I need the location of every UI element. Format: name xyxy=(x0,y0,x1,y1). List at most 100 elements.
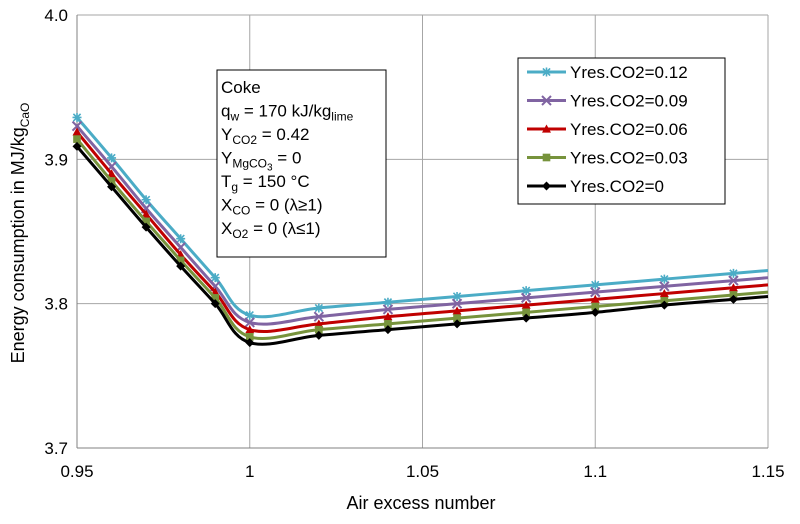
data-point xyxy=(521,300,531,309)
annotation-subscript: lime xyxy=(331,110,353,124)
data-point xyxy=(383,325,393,335)
legend-label: Yres.CO2=0.03 xyxy=(570,149,688,168)
x-tick-label: 0.95 xyxy=(60,462,93,481)
legend-marker xyxy=(542,181,551,191)
y-tick-label: 3.7 xyxy=(44,439,68,458)
annotation-subscript: O2 xyxy=(232,227,248,241)
data-point xyxy=(383,297,393,307)
data-point xyxy=(211,294,220,302)
annotation-text: Y xyxy=(221,149,232,168)
data-point xyxy=(314,330,324,340)
annotation-line: XO2 = 0 (λ≤1) xyxy=(221,219,321,241)
data-point xyxy=(73,135,81,143)
legend-label: Yres.CO2=0.12 xyxy=(570,63,688,82)
x-tick-label: 1.1 xyxy=(583,462,607,481)
annotation-subscript: CO2 xyxy=(232,133,257,147)
data-point xyxy=(107,169,117,178)
data-point xyxy=(728,283,738,292)
data-point xyxy=(591,302,600,311)
data-point xyxy=(452,319,462,329)
annotation-text: = 170 kJ/kg xyxy=(239,102,331,121)
data-point xyxy=(590,307,600,317)
series-2 xyxy=(72,127,769,334)
y-tick-label: 3.9 xyxy=(44,150,68,169)
data-point xyxy=(382,304,394,315)
annotation-text: Coke xyxy=(221,78,261,97)
data-point xyxy=(728,268,738,278)
legend-entry-4: Yres.CO2=0 xyxy=(527,177,664,196)
legend-marker xyxy=(542,153,551,162)
annotation-text: X xyxy=(221,196,232,215)
series-line xyxy=(75,125,769,326)
data-point xyxy=(141,222,151,232)
legend-marker xyxy=(542,124,551,133)
data-point xyxy=(176,256,185,265)
legend-label: Yres.CO2=0 xyxy=(570,177,664,196)
series-line xyxy=(75,116,769,319)
legend-entry-0: Yres.CO2=0.12 xyxy=(527,63,688,82)
series-layer xyxy=(71,112,769,348)
annotation-subscript: g xyxy=(231,180,238,194)
series-line xyxy=(75,138,769,341)
annotation-line: XCO = 0 (λ≥1) xyxy=(221,196,323,218)
x-tick-label: 1.15 xyxy=(751,462,784,481)
data-point xyxy=(107,182,117,192)
data-point xyxy=(176,261,186,271)
data-point xyxy=(210,273,220,283)
data-point xyxy=(107,153,117,163)
data-point xyxy=(141,209,151,218)
annotation-line: Tg = 150 °C xyxy=(221,172,310,194)
legend-frame xyxy=(517,57,726,205)
y-tick-label: 3.8 xyxy=(44,295,68,314)
data-point xyxy=(659,274,669,284)
y-tick-label: 4.0 xyxy=(44,6,68,25)
data-point xyxy=(451,298,463,309)
data-point xyxy=(313,311,325,322)
data-point xyxy=(210,299,220,309)
data-point xyxy=(384,320,392,328)
annotation-subscript: w xyxy=(229,110,239,124)
data-point xyxy=(521,313,531,323)
annotation-text: = 0 (λ≥1) xyxy=(250,196,322,215)
annotation-text: = 0 (λ≤1) xyxy=(248,219,320,238)
data-point xyxy=(728,294,738,304)
data-point xyxy=(107,177,116,185)
series-line xyxy=(75,130,769,333)
annotation-subscript: MgCO xyxy=(232,157,267,171)
annotation-text: T xyxy=(221,172,231,191)
data-point xyxy=(315,325,323,334)
data-point xyxy=(71,120,83,132)
data-point xyxy=(590,286,601,298)
data-point xyxy=(659,289,669,298)
annotation-line: Coke xyxy=(221,78,261,97)
legend-marker xyxy=(542,67,551,77)
legend-label: Yres.CO2=0.06 xyxy=(570,120,688,139)
data-point xyxy=(176,234,186,244)
legend-label: Yres.CO2=0.09 xyxy=(570,92,688,111)
annotation-text: = 0.42 xyxy=(257,125,309,144)
x-tick-label: 1.05 xyxy=(406,462,439,481)
data-point xyxy=(728,275,739,286)
data-point xyxy=(72,141,82,151)
annotation-line: qw = 170 kJ/kglime xyxy=(221,102,354,124)
data-point xyxy=(590,280,600,290)
annotation-subscript: CO xyxy=(232,204,250,218)
data-point xyxy=(245,338,255,348)
y-axis-title: Energy consumption in MJ/kgCaO xyxy=(8,103,32,364)
annotation-text: q xyxy=(221,102,230,121)
data-point xyxy=(72,127,82,136)
data-point xyxy=(659,281,670,292)
data-point xyxy=(314,303,324,313)
data-point xyxy=(244,317,255,328)
data-point xyxy=(245,325,255,334)
data-point xyxy=(245,333,254,341)
axes: 0.95 1 1.05 1.1 1.15 3.7 3.8 3.9 4.0 xyxy=(44,6,784,481)
data-point xyxy=(453,314,461,322)
annotation-subscript: 3 xyxy=(267,163,273,174)
data-point xyxy=(659,300,669,310)
annotation-text: X xyxy=(221,219,232,238)
legend-entry-3: Yres.CO2=0.03 xyxy=(527,149,688,168)
